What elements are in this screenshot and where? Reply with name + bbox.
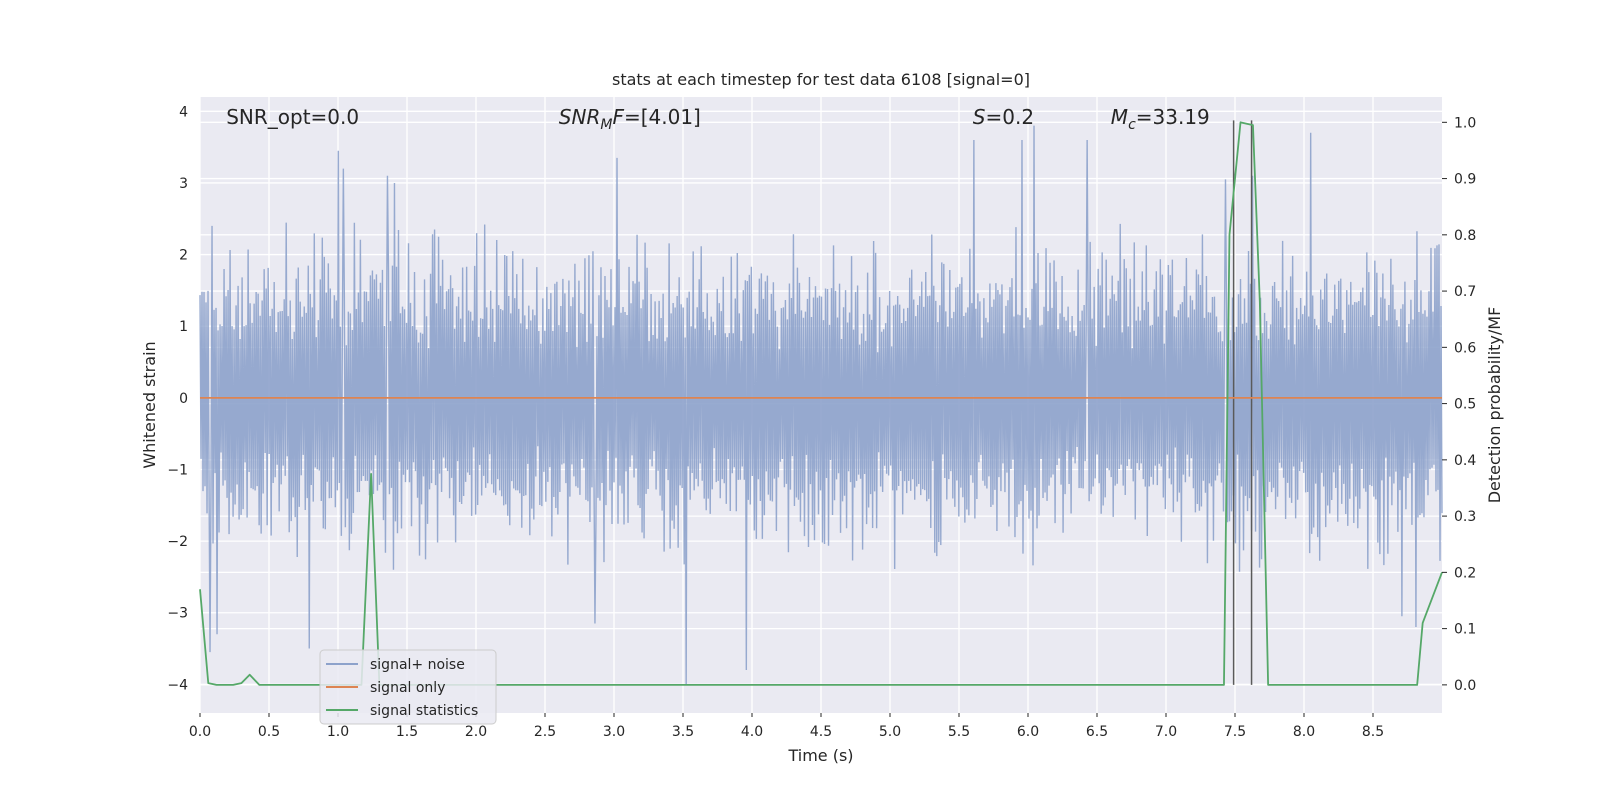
annotations: SNR_opt=0.0 SNRMF=[4.01] S=0.2 Mc=33.19 <box>226 105 1210 133</box>
snr-opt-annotation: SNR_opt=0.0 <box>226 105 359 129</box>
mc-value-annotation: Mc=33.19 <box>1111 105 1210 133</box>
y2-tick-label: 0.2 <box>1454 565 1476 581</box>
y2-tick-label: 1.0 <box>1454 115 1476 131</box>
y-tick-label: 4 <box>179 104 188 120</box>
chart-title: stats at each timestep for test data 610… <box>612 70 1030 89</box>
x-tick-label: 0.0 <box>189 724 211 740</box>
y-axis-label: Whitened strain <box>140 341 159 468</box>
x-tick-label: 6.0 <box>1017 724 1039 740</box>
y2-tick-label: 0.7 <box>1454 284 1476 300</box>
legend-entry: signal only <box>370 680 445 696</box>
y2-tick-label: 0.1 <box>1454 622 1476 638</box>
axis-ticks: 0.0 0.5 1.0 1.5 2.0 2.5 3.0 3.5 4.0 4.5 5.0 5.5 6.0 6… <box>167 104 1476 740</box>
legend-box <box>319 649 497 725</box>
x-tick-label: 5.5 <box>948 724 970 740</box>
y2-tick-label: 0.6 <box>1454 340 1476 356</box>
x-tick-label: 5.0 <box>879 724 901 740</box>
legend-entry: signal statistics <box>370 703 478 719</box>
x-tick-label: 4.0 <box>741 724 763 740</box>
noise-series <box>199 125 1443 685</box>
y2-tick-label: 0.0 <box>1454 678 1476 694</box>
x-tick-label: 0.5 <box>258 724 280 740</box>
legend-entry: signal+ noise <box>370 657 465 673</box>
y-tick-label: 3 <box>179 176 188 192</box>
y-tick-label: 0 <box>179 391 188 407</box>
x-tick-label: 1.5 <box>396 724 418 740</box>
y2-tick-label: 0.3 <box>1454 509 1476 525</box>
x-tick-label: 8.0 <box>1293 724 1315 740</box>
y-tick-label: −2 <box>167 534 188 550</box>
y-tick-label: −1 <box>167 462 188 478</box>
y2-tick-label: 0.5 <box>1454 397 1476 413</box>
noise-trace <box>199 125 1443 685</box>
x-tick-label: 2.0 <box>465 724 487 740</box>
x-tick-label: 1.0 <box>327 724 349 740</box>
snr-mf-annotation: SNRMF=[4.01] <box>559 105 701 133</box>
y2-tick-label: 0.9 <box>1454 172 1476 188</box>
x-tick-label: 6.5 <box>1086 724 1108 740</box>
y2-tick-label: 0.8 <box>1454 228 1476 244</box>
y2-tick-label: 0.4 <box>1454 453 1476 469</box>
y-tick-label: 2 <box>179 248 188 264</box>
x-tick-label: 3.0 <box>603 724 625 740</box>
legend: signal+ noise signal only signal statistic… <box>319 649 497 725</box>
y-tick-label: 1 <box>179 319 188 335</box>
x-tick-label: 7.5 <box>1224 724 1246 740</box>
x-tick-label: 2.5 <box>534 724 556 740</box>
s-value-annotation: S=0.2 <box>973 105 1034 129</box>
y-tick-label: −4 <box>167 677 188 693</box>
x-axis-label: Time (s) <box>787 746 853 765</box>
x-tick-label: 8.5 <box>1362 724 1384 740</box>
x-tick-label: 4.5 <box>810 724 832 740</box>
x-tick-label: 7.0 <box>1155 724 1177 740</box>
y2-axis-label: Detection probability/MF <box>1485 307 1504 504</box>
x-tick-label: 3.5 <box>672 724 694 740</box>
y-tick-label: −3 <box>167 606 188 622</box>
